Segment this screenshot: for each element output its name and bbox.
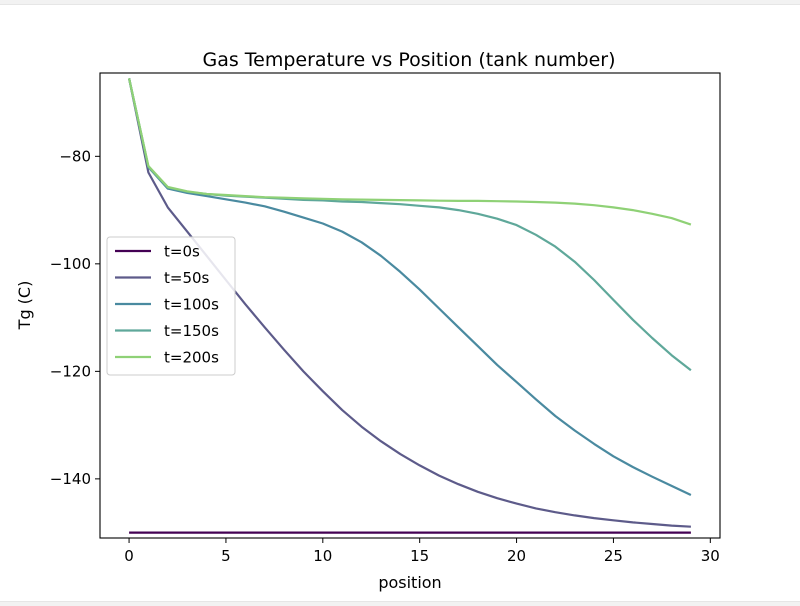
x-tick-label-3: 15 [410, 547, 429, 565]
legend-label-0: t=0s [164, 243, 200, 261]
legend: t=0s t=50s t=100s t=150s t=200s [106, 236, 236, 376]
x-tick-label-5: 25 [604, 547, 623, 565]
legend-label-4: t=200s [164, 349, 219, 367]
legend-label-3: t=150s [164, 322, 219, 340]
y-axis-ticks: −80 −100 −120 −140 [50, 147, 100, 488]
y-tick-label-2: −120 [50, 362, 91, 380]
x-tick-label-4: 20 [507, 547, 526, 565]
window-bottom-strip [0, 601, 800, 606]
x-tick-label-1: 5 [221, 547, 231, 565]
window-top-strip [0, 0, 800, 5]
legend-box [106, 236, 236, 376]
y-tick-label-3: −140 [50, 470, 91, 488]
series-line-4 [128, 78, 692, 226]
legend-label-2: t=100s [164, 296, 219, 314]
chart-title: Gas Temperature vs Position (tank number… [202, 49, 615, 71]
plot-frame [99, 72, 721, 539]
x-tick-label-6: 30 [701, 547, 720, 565]
x-axis-label: position [378, 573, 441, 592]
series-line-2 [128, 78, 692, 496]
x-axis-ticks: 0 5 10 15 20 25 30 [124, 538, 720, 565]
y-tick-label-1: −100 [50, 255, 91, 273]
y-tick-label-0: −80 [59, 147, 91, 165]
y-axis-label: Tg (C) [15, 281, 34, 331]
x-tick-label-2: 10 [313, 547, 332, 565]
legend-label-1: t=50s [164, 269, 210, 287]
x-tick-label-0: 0 [124, 547, 134, 565]
